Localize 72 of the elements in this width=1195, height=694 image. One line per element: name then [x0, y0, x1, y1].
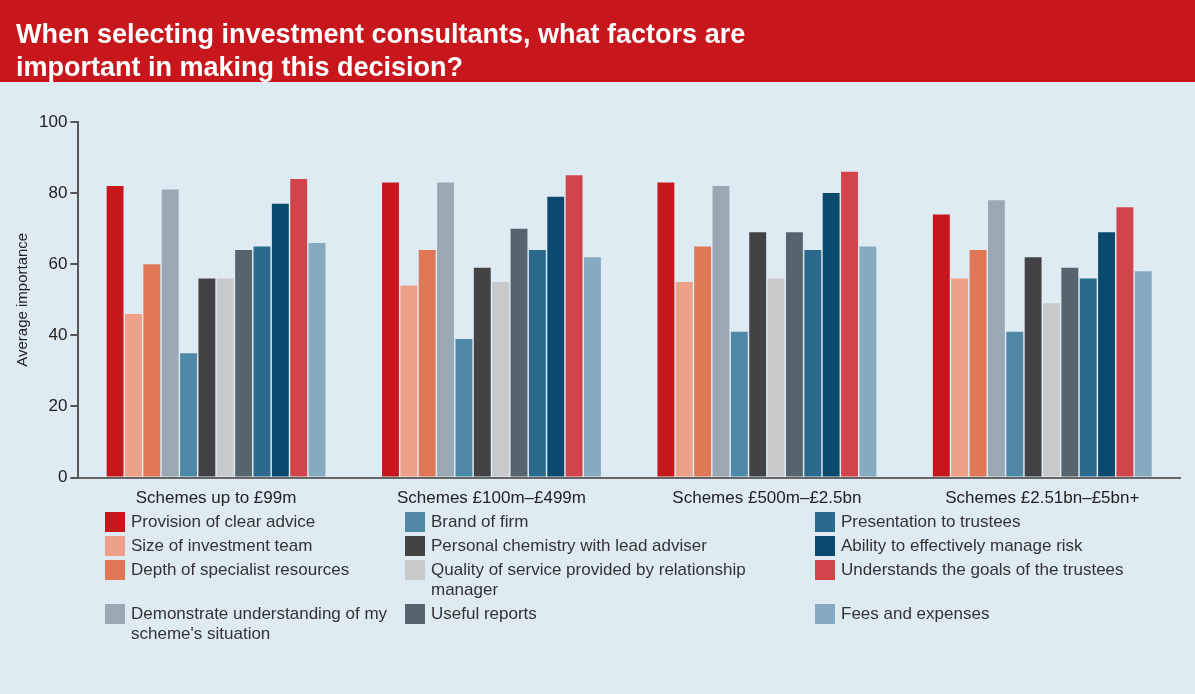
bar [382, 182, 399, 477]
bar [785, 232, 803, 477]
legend-label: Brand of firm [431, 512, 529, 532]
bar [235, 250, 253, 477]
bar [437, 182, 455, 477]
legend-label: Presentation to trustees [841, 512, 1021, 532]
bar [253, 246, 271, 477]
bar [400, 285, 418, 477]
legend-label: Quality of service provided by relationship manager [431, 560, 747, 600]
bar [694, 246, 712, 477]
bar [271, 203, 289, 477]
bar [730, 331, 748, 477]
bar [290, 178, 308, 477]
bar [1043, 303, 1060, 477]
bar [712, 186, 730, 477]
bar [932, 214, 950, 477]
bar [125, 314, 142, 477]
y-tick-label: 40 [48, 325, 68, 345]
y-axis-title: Average importance [13, 232, 31, 367]
y-tick-label: 100 [38, 111, 68, 131]
legend-label: Understands the goals of the trustees [841, 560, 1124, 580]
x-tick-label: Schemes up to £99m [135, 488, 297, 508]
bar [859, 246, 877, 477]
bar [1098, 232, 1115, 477]
bar [106, 186, 124, 477]
bar [1061, 267, 1079, 477]
bar [969, 250, 987, 477]
legend-label: Useful reports [431, 604, 537, 624]
bar [216, 278, 234, 477]
bar [675, 282, 693, 477]
legend-label: Fees and expenses [841, 604, 990, 624]
bar [804, 250, 822, 477]
y-tick-label: 80 [48, 182, 68, 202]
bar [180, 353, 197, 477]
x-tick-label: Schemes £2.51bn–£5bn+ [945, 488, 1140, 508]
bar [1079, 278, 1097, 477]
legend-label: Demonstrate understanding of my scheme's situation [131, 604, 389, 644]
bar [1006, 331, 1024, 477]
bar [565, 175, 583, 477]
bar [1116, 207, 1134, 477]
bar [1134, 271, 1152, 477]
y-tick-label: 60 [48, 253, 68, 273]
y-tick-label: 0 [57, 467, 68, 487]
bar [198, 278, 216, 477]
bar [822, 193, 840, 477]
bar [584, 257, 601, 477]
chart-title: When selecting investment consultants, what factors are important in making this decision? [0, 0, 1195, 82]
legend-label: Personal chemistry with lead adviser [431, 536, 707, 556]
bar [1024, 257, 1042, 477]
bar [547, 196, 565, 477]
bar [657, 182, 675, 477]
legend-label: Provision of clear advice [131, 512, 316, 532]
y-tick-label: 20 [48, 396, 68, 416]
bar [143, 264, 161, 477]
bar [161, 189, 179, 477]
bar [308, 242, 326, 477]
bar [510, 228, 528, 477]
legend-label: Depth of specialist resources [131, 560, 350, 580]
legend-label: Ability to effectively manage risk [841, 536, 1083, 556]
bar [473, 267, 491, 477]
x-tick-label: Schemes £500m–£2.5bn [672, 488, 862, 508]
bar [987, 200, 1005, 477]
legend-label: Size of investment team [131, 536, 313, 556]
bar [492, 282, 510, 477]
bar [528, 250, 546, 477]
bar [841, 171, 858, 477]
bar [418, 250, 436, 477]
bar [455, 338, 473, 477]
bar [767, 278, 785, 477]
bar [951, 278, 969, 477]
bar [749, 232, 767, 477]
x-tick-label: Schemes £100m–£499m [396, 488, 586, 508]
